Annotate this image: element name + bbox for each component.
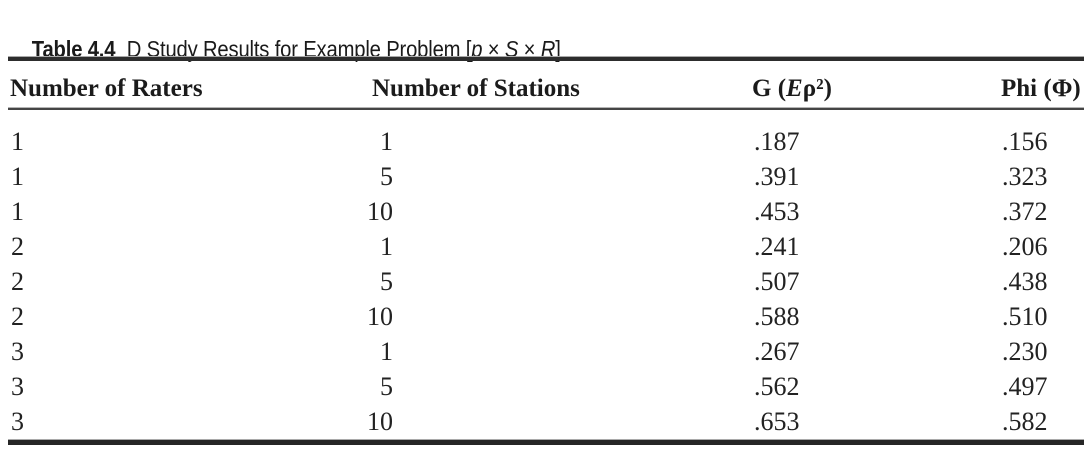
cell-g: .507	[754, 267, 800, 296]
cell-stations: 1	[380, 127, 393, 156]
table-row: 1 5 .391 .323	[0, 159, 1090, 194]
cell-g: .653	[754, 407, 800, 436]
g-header-italic-e: E	[786, 75, 803, 102]
table-header-row: Number of Raters Number of Stations G (E…	[0, 72, 1090, 106]
table-row: 2 10 .588 .510	[0, 299, 1090, 334]
formula-times: ×	[518, 36, 541, 62]
cell-raters: 1	[11, 127, 24, 156]
cell-raters: 1	[11, 197, 24, 226]
cell-stations: 10	[367, 407, 393, 436]
cell-phi: .438	[1002, 267, 1048, 296]
cell-stations: 1	[380, 232, 393, 261]
cell-stations: 1	[380, 337, 393, 366]
formula-times: ×	[482, 36, 505, 62]
cell-g: .241	[754, 232, 800, 261]
g-header-prefix: G (	[752, 75, 787, 102]
table-row: 3 10 .653 .582	[0, 404, 1090, 439]
cell-g: .453	[754, 197, 800, 226]
table-header-rule	[8, 107, 1084, 110]
cell-stations: 10	[367, 197, 393, 226]
formula-var-p: p	[471, 36, 483, 62]
cell-g: .562	[754, 372, 800, 401]
cell-g: .391	[754, 162, 800, 191]
cell-raters: 2	[11, 267, 24, 296]
cell-stations: 5	[380, 372, 393, 401]
table-row: 3 1 .267 .230	[0, 334, 1090, 369]
table-caption-formula: [p × S × R]	[466, 36, 561, 62]
table-caption: Table 4.4 D Study Results for Example Pro…	[10, 7, 561, 62]
column-header-g-coefficient: G (Eρ²)	[752, 72, 832, 106]
cell-raters: 1	[11, 162, 24, 191]
cell-raters: 2	[11, 302, 24, 331]
table-bottom-rule	[8, 439, 1084, 445]
table-row: 3 5 .562 .497	[0, 369, 1090, 404]
table-row: 2 5 .507 .438	[0, 264, 1090, 299]
cell-phi: .230	[1002, 337, 1048, 366]
cell-raters: 2	[11, 232, 24, 261]
table-row: 1 1 .187 .156	[0, 124, 1090, 159]
cell-phi: .323	[1002, 162, 1048, 191]
cell-phi: .510	[1002, 302, 1048, 331]
column-header-phi: Phi (Φ)	[1001, 75, 1081, 102]
cell-phi: .156	[1002, 127, 1048, 156]
cell-raters: 3	[11, 337, 24, 366]
formula-open-bracket: [	[465, 36, 472, 62]
column-header-stations: Number of Stations	[372, 75, 580, 102]
formula-var-s: S	[504, 36, 519, 62]
table-row: 1 10 .453 .372	[0, 194, 1090, 229]
formula-close-bracket: ]	[555, 36, 561, 62]
cell-phi: .497	[1002, 372, 1048, 401]
cell-g: .267	[754, 337, 800, 366]
cell-stations: 5	[380, 267, 393, 296]
cell-phi: .372	[1002, 197, 1048, 226]
cell-g: .588	[754, 302, 800, 331]
table-body: 1 1 .187 .156 1 5 .391 .323 1 10 .453 .3…	[0, 124, 1090, 439]
cell-raters: 3	[11, 407, 24, 436]
cell-g: .187	[754, 127, 800, 156]
cell-phi: .582	[1002, 407, 1048, 436]
column-header-raters: Number of Raters	[10, 75, 203, 102]
formula-var-r: R	[540, 36, 556, 62]
cell-stations: 10	[367, 302, 393, 331]
g-header-suffix: ρ²)	[802, 75, 832, 102]
cell-stations: 5	[380, 162, 393, 191]
table-row: 2 1 .241 .206	[0, 229, 1090, 264]
cell-phi: .206	[1002, 232, 1048, 261]
table-top-rule	[8, 56, 1084, 61]
cell-raters: 3	[11, 372, 24, 401]
